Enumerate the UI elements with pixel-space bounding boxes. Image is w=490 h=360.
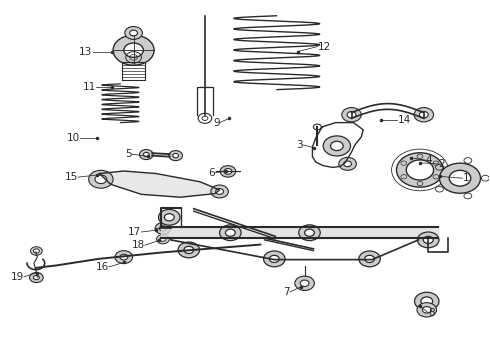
Circle shape — [115, 251, 133, 264]
Circle shape — [169, 150, 182, 161]
Circle shape — [415, 292, 439, 310]
Circle shape — [406, 160, 434, 180]
Text: 7: 7 — [283, 287, 290, 297]
Circle shape — [95, 175, 107, 184]
Circle shape — [347, 112, 356, 118]
Circle shape — [211, 185, 228, 198]
Text: 8: 8 — [428, 308, 435, 318]
Circle shape — [225, 229, 235, 236]
Circle shape — [125, 27, 143, 40]
Circle shape — [140, 149, 153, 159]
Text: 10: 10 — [67, 133, 80, 143]
Circle shape — [331, 141, 343, 150]
Text: 3: 3 — [296, 140, 303, 150]
Circle shape — [299, 225, 320, 240]
Circle shape — [29, 273, 43, 283]
Circle shape — [417, 303, 437, 317]
Text: 12: 12 — [318, 42, 331, 51]
Circle shape — [270, 255, 279, 262]
Circle shape — [396, 153, 443, 187]
Text: 4: 4 — [426, 155, 432, 165]
Circle shape — [157, 234, 169, 244]
Circle shape — [264, 251, 285, 267]
Circle shape — [33, 275, 39, 280]
Circle shape — [421, 297, 433, 306]
Circle shape — [130, 30, 138, 36]
Circle shape — [295, 276, 315, 291]
Polygon shape — [99, 171, 220, 197]
Circle shape — [159, 226, 166, 231]
Text: 16: 16 — [96, 262, 109, 272]
Circle shape — [417, 232, 439, 248]
Circle shape — [160, 237, 166, 241]
Circle shape — [449, 170, 471, 186]
Circle shape — [423, 236, 433, 243]
Circle shape — [113, 35, 154, 65]
Circle shape — [184, 246, 194, 253]
Circle shape — [305, 229, 315, 236]
Circle shape — [323, 136, 350, 156]
Circle shape — [300, 280, 309, 287]
Circle shape — [220, 166, 236, 177]
Circle shape — [343, 161, 351, 167]
Circle shape — [359, 251, 380, 267]
Text: 13: 13 — [79, 46, 93, 57]
Circle shape — [365, 255, 374, 262]
Text: 6: 6 — [208, 168, 215, 178]
Circle shape — [414, 108, 434, 122]
Circle shape — [178, 242, 199, 258]
Text: 18: 18 — [132, 240, 145, 250]
Text: 19: 19 — [11, 272, 24, 282]
Circle shape — [422, 307, 431, 313]
Text: 5: 5 — [125, 149, 132, 159]
Circle shape — [33, 249, 39, 253]
Circle shape — [159, 210, 180, 225]
Circle shape — [120, 254, 128, 260]
Circle shape — [144, 152, 149, 157]
Text: 14: 14 — [397, 115, 411, 125]
Text: 11: 11 — [83, 82, 96, 92]
Text: 9: 9 — [213, 118, 220, 128]
Polygon shape — [161, 227, 438, 238]
Circle shape — [339, 157, 356, 170]
Circle shape — [164, 214, 174, 221]
Text: 1: 1 — [463, 173, 469, 183]
Circle shape — [342, 108, 361, 122]
Circle shape — [216, 189, 223, 194]
Circle shape — [155, 223, 171, 234]
Text: 15: 15 — [65, 172, 78, 182]
Text: 17: 17 — [128, 227, 142, 237]
Circle shape — [30, 247, 42, 255]
Circle shape — [220, 225, 241, 240]
Circle shape — [419, 112, 428, 118]
Circle shape — [89, 170, 113, 188]
Circle shape — [440, 163, 481, 193]
Circle shape — [124, 43, 144, 57]
Circle shape — [172, 153, 178, 158]
Text: 2: 2 — [438, 159, 444, 169]
Circle shape — [224, 168, 232, 174]
